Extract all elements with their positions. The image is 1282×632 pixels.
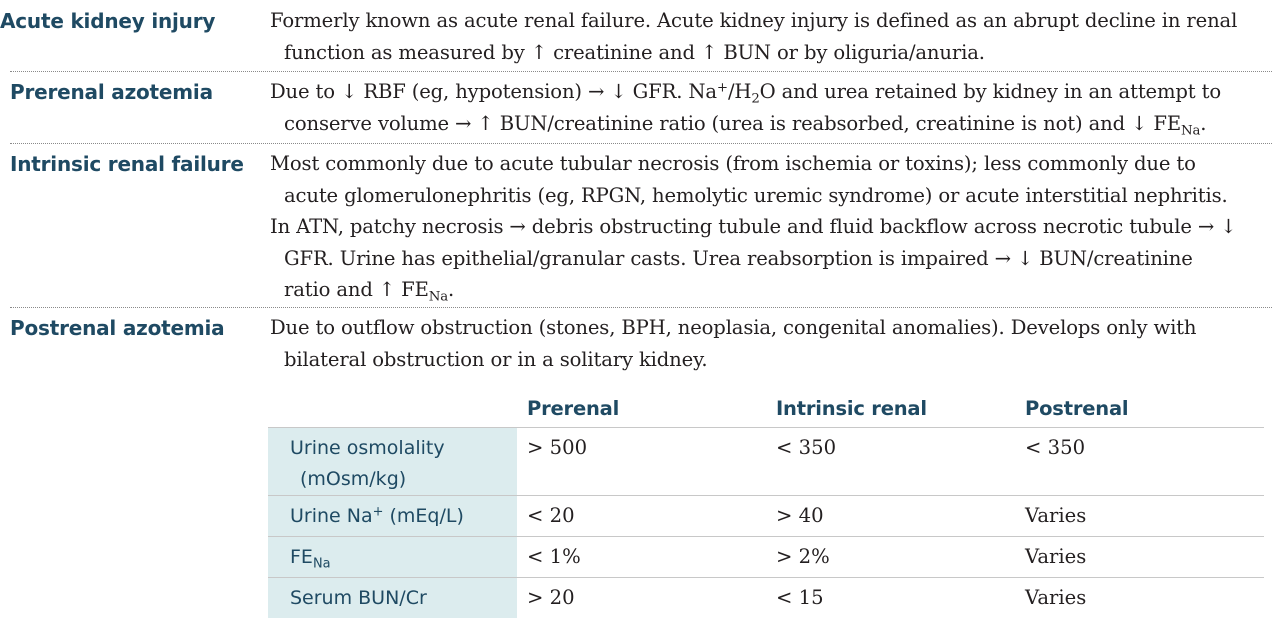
table-cell: > 500 xyxy=(517,427,766,496)
column-header-prerenal: Prerenal xyxy=(527,396,620,420)
divider xyxy=(10,143,1272,144)
table-row: FENa < 1% > 2% Varies xyxy=(268,536,1264,578)
table-cell: < 15 xyxy=(766,577,1015,618)
table-cell: Varies xyxy=(1015,577,1264,618)
term-intrinsic-renal-failure: Intrinsic renal failure xyxy=(10,152,244,176)
term-acute-kidney-injury: Acute kidney injury xyxy=(0,9,216,33)
desc-postrenal-azotemia: Due to outflow obstruction (stones, BPH,… xyxy=(270,312,1245,375)
column-header-intrinsic-renal: Intrinsic renal xyxy=(776,396,927,420)
table-cell: < 20 xyxy=(517,495,766,537)
table-header-row: Prerenal Intrinsic renal Postrenal xyxy=(268,389,1264,428)
desc-paragraph: In ATN, patchy necrosis → debris obstruc… xyxy=(270,215,1237,305)
table-row: Urine Na+ (mEq/L) < 20 > 40 Varies xyxy=(268,495,1264,537)
table-cell: < 350 xyxy=(1015,427,1264,496)
table-row: Serum BUN/Cr > 20 < 15 Varies xyxy=(268,577,1264,618)
desc-paragraph: Due to outflow obstruction (stones, BPH,… xyxy=(270,316,1197,371)
term-prerenal-azotemia: Prerenal azotemia xyxy=(10,80,213,104)
table-cell: > 20 xyxy=(517,577,766,618)
table-row: Urine osmolality (mOsm/kg) > 500 < 350 < … xyxy=(268,427,1264,496)
desc-paragraph: Formerly known as acute renal failure. A… xyxy=(270,9,1238,64)
row-header-fena: FENa xyxy=(268,536,517,578)
table-cell: Varies xyxy=(1015,495,1264,537)
table-cell: > 2% xyxy=(766,536,1015,578)
table-cell: < 1% xyxy=(517,536,766,578)
divider xyxy=(10,307,1272,308)
table-corner xyxy=(268,389,517,428)
desc-paragraph: Most commonly due to acute tubular necro… xyxy=(270,152,1228,207)
desc-paragraph: Due to ↓ RBF (eg, hypotension) → ↓ GFR. … xyxy=(270,80,1221,139)
column-header-postrenal: Postrenal xyxy=(1025,396,1129,420)
divider xyxy=(10,71,1272,72)
term-postrenal-azotemia: Postrenal azotemia xyxy=(10,316,225,340)
desc-acute-kidney-injury: Formerly known as acute renal failure. A… xyxy=(270,5,1245,68)
desc-prerenal-azotemia: Due to ↓ RBF (eg, hypotension) → ↓ GFR. … xyxy=(270,76,1245,139)
row-header-serum-bun-cr: Serum BUN/Cr xyxy=(268,577,517,618)
row-header-urine-osmolality: Urine osmolality (mOsm/kg) xyxy=(268,427,517,496)
table-cell: < 350 xyxy=(766,427,1015,496)
table-cell: > 40 xyxy=(766,495,1015,537)
desc-intrinsic-renal-failure: Most commonly due to acute tubular necro… xyxy=(270,148,1245,306)
table-cell: Varies xyxy=(1015,536,1264,578)
comparison-table: Prerenal Intrinsic renal Postrenal Urine… xyxy=(268,389,1264,618)
row-header-urine-na: Urine Na+ (mEq/L) xyxy=(268,495,517,537)
